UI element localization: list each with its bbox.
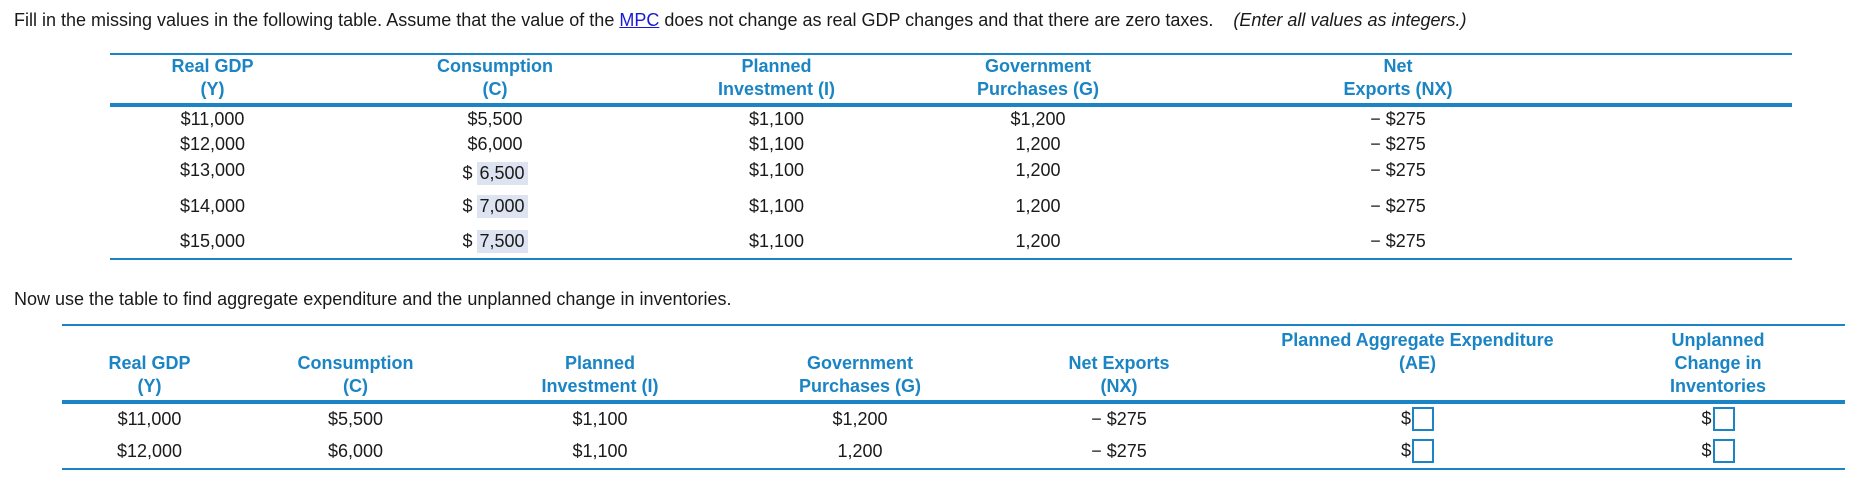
table-consumption: Real GDP (Y) Consumption (C) Planned Invest… — [110, 53, 1792, 260]
cell-c: $6,000 — [467, 133, 523, 154]
table-aggregate-expenditure: Real GDP (Y) Consumption (C) Planned Invest… — [62, 324, 1845, 470]
header-unplanned-inventories: Unplanned Change in Inventories — [1591, 324, 1845, 402]
dollar-sign: $ — [1701, 440, 1712, 461]
cell-inv: $ — [1591, 402, 1845, 434]
consumption-input-13000[interactable]: 6,500 — [477, 161, 528, 185]
cell-y: $11,000 — [180, 108, 245, 129]
cell-y: $13,000 — [179, 160, 246, 180]
cell-c-input: $ 7,000 — [315, 189, 675, 224]
dollar-sign: $ — [462, 196, 473, 216]
cell-nx: − $275 — [1370, 133, 1426, 154]
cell-y: $14,000 — [179, 196, 246, 216]
instructions: Fill in the missing values in the follow… — [14, 10, 1467, 31]
cell-g: 1,200 — [1015, 230, 1061, 251]
dollar-sign: $ — [1701, 408, 1712, 429]
cell-nx: − $275 — [1370, 108, 1426, 129]
inventory-input-11000[interactable] — [1712, 407, 1735, 431]
cell-i: $1,100 — [748, 196, 805, 216]
cell-y: $11,000 — [117, 408, 182, 429]
cell-nx: − $275 — [1091, 440, 1147, 461]
table-row: $12,000 $6,000 $1,100 1,200 − $275 — [110, 131, 1792, 157]
header-real-gdp: Real GDP (Y) — [62, 324, 237, 402]
cell-y: $12,000 — [116, 440, 183, 461]
dollar-sign: $ — [462, 162, 473, 183]
table-row: $14,000 $ 7,000 $1,100 1,200 − $275 — [110, 189, 1792, 224]
cell-c: $5,500 — [327, 408, 384, 429]
table-row: $11,000 $5,500 $1,100 $1,200 − $275 — [110, 105, 1792, 131]
cell-g: 1,200 — [1015, 196, 1061, 216]
instruction-text: Fill in the missing values in the follow… — [14, 10, 620, 30]
cell-i: $1,100 — [572, 408, 628, 429]
header-net-exports: Net Exports (NX) — [1198, 53, 1598, 105]
cell-i: $1,100 — [748, 133, 805, 154]
header-planned-ae: Planned Aggregate Expenditure (AE) — [1244, 324, 1591, 402]
cell-g: 1,200 — [1015, 133, 1061, 154]
cell-nx: − $275 — [1370, 230, 1426, 251]
mpc-link[interactable]: MPC — [619, 10, 660, 30]
cell-i: $1,100 — [748, 160, 805, 180]
cell-c: $5,500 — [467, 108, 523, 129]
cell-y: $15,000 — [179, 230, 246, 251]
header-consumption: Consumption (C) — [315, 53, 675, 105]
dollar-sign: $ — [1400, 408, 1411, 429]
header-government-purchases: Government Purchases (G) — [726, 324, 994, 402]
cell-c: $6,000 — [327, 440, 384, 461]
paragraph-aggregate-expenditure: Now use the table to find aggregate expe… — [14, 289, 732, 309]
cell-nx: − $275 — [1370, 160, 1426, 180]
dollar-sign: $ — [462, 230, 473, 251]
consumption-input-14000[interactable]: 7,000 — [477, 195, 528, 218]
table-row: $12,000 $6,000 $1,100 1,200 − $275 $ $ — [62, 434, 1845, 469]
header-planned-investment: Planned Investment (I) — [474, 324, 726, 402]
cell-c-input: $ 7,500 — [315, 224, 675, 259]
table-row: $13,000 $ 6,500 $1,100 1,200 − $275 — [110, 157, 1792, 189]
cell-c-input: $ 6,500 — [315, 157, 675, 189]
cell-ae: $ — [1244, 434, 1591, 469]
ae-input-11000[interactable] — [1412, 407, 1434, 431]
header-net-exports: Net Exports (NX) — [994, 324, 1244, 402]
table-row: $11,000 $5,500 $1,100 $1,200 − $275 $ $ — [62, 402, 1845, 434]
cell-i: $1,100 — [748, 230, 805, 251]
header-consumption: Consumption (C) — [237, 324, 474, 402]
ae-input-12000[interactable] — [1412, 439, 1434, 463]
cell-nx: − $275 — [1091, 408, 1147, 429]
inventory-input-12000[interactable] — [1712, 439, 1735, 463]
cell-g: $1,200 — [832, 408, 888, 429]
dollar-sign: $ — [1400, 440, 1411, 461]
cell-nx: − $275 — [1370, 196, 1426, 216]
instruction-text-2: does not change as real GDP changes and … — [659, 10, 1214, 30]
cell-inv: $ — [1591, 434, 1845, 469]
header-real-gdp: Real GDP (Y) — [110, 53, 315, 105]
table-row: $15,000 $ 7,500 $1,100 1,200 − $275 — [110, 224, 1792, 259]
header-government-purchases: Government Purchases (G) — [878, 53, 1198, 105]
cell-ae: $ — [1244, 402, 1591, 434]
consumption-input-15000[interactable]: 7,500 — [477, 229, 528, 253]
header-planned-investment: Planned Investment (I) — [675, 53, 878, 105]
cell-i: $1,100 — [572, 440, 628, 461]
cell-g: 1,200 — [1015, 160, 1061, 180]
cell-i: $1,100 — [748, 108, 805, 129]
cell-y: $12,000 — [179, 133, 246, 154]
cell-g: 1,200 — [837, 440, 883, 461]
cell-g: $1,200 — [1010, 108, 1066, 129]
instruction-note: (Enter all values as integers.) — [1233, 10, 1467, 30]
